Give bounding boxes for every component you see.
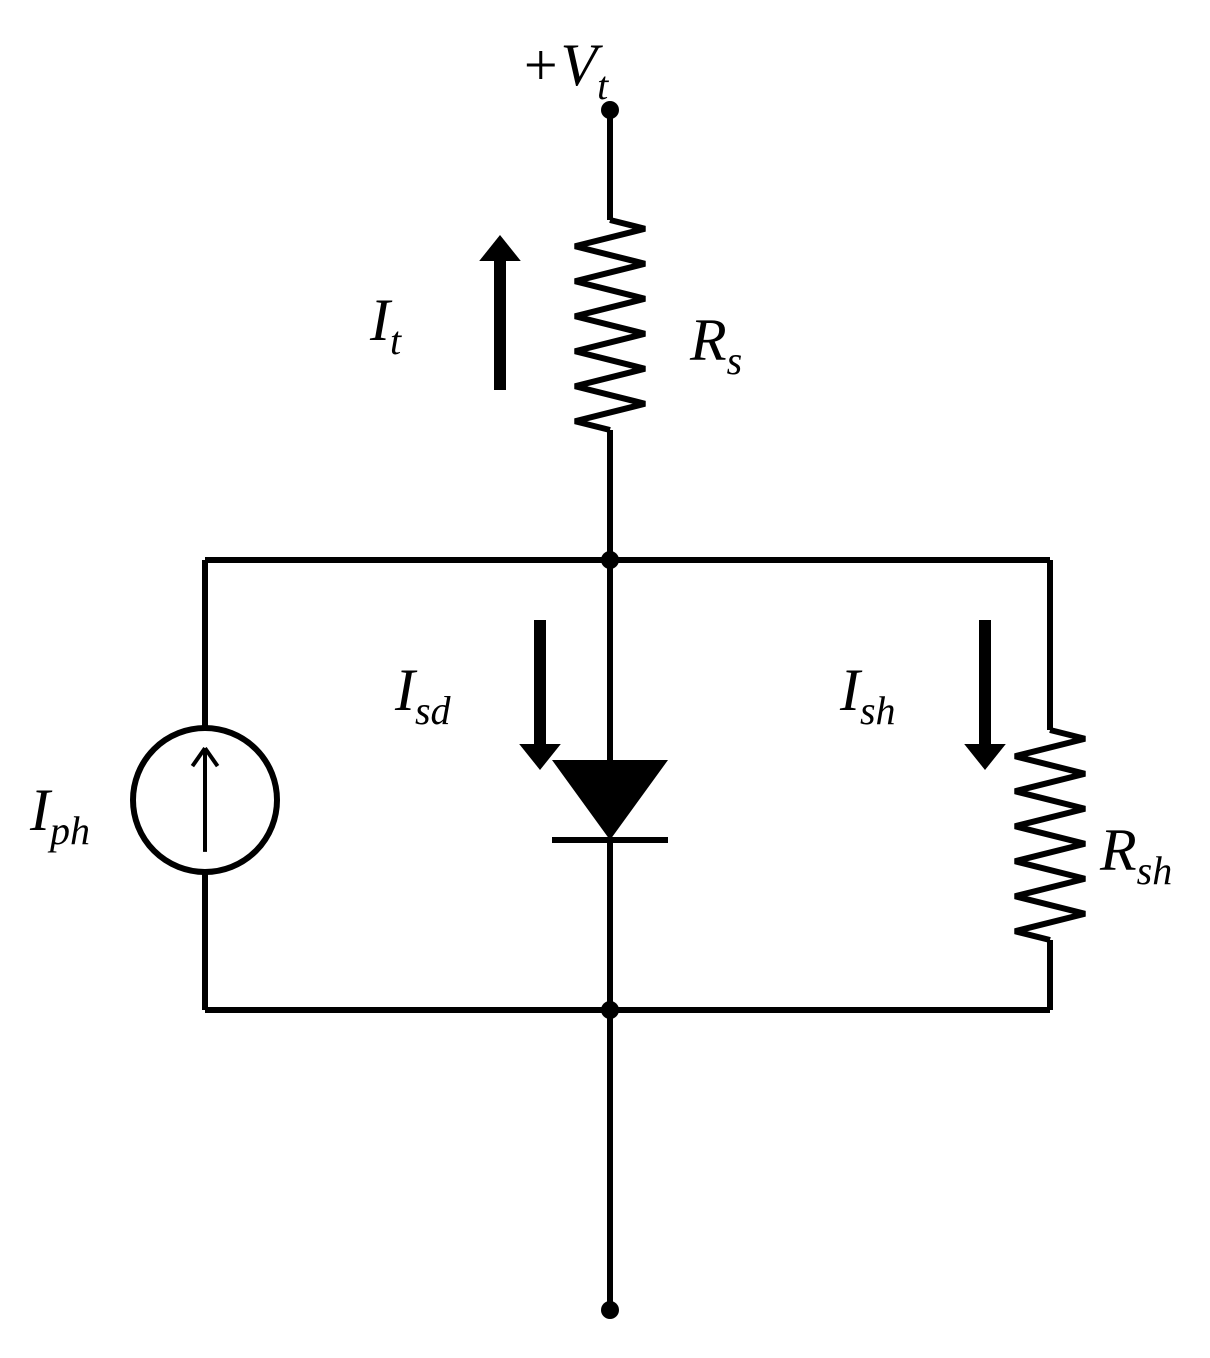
arrow-ish-head [964,744,1006,770]
label-Isd-text: Isd [394,657,452,733]
node-bottom-terminal [601,1301,619,1319]
resistor-rs [575,220,645,430]
label-Ish-text: Ish [839,657,896,733]
label-Rs-text: Rs [689,307,742,383]
label-It: It [369,287,402,363]
label-Rsh-text: Rsh [1099,817,1172,893]
resistor-rsh [1015,730,1085,940]
label-Rsh: Rsh [1099,817,1172,893]
label-Iph-text: Iph [29,777,90,853]
label-Isd: Isd [394,657,452,733]
arrow-isd-head [519,744,561,770]
diode-triangle [552,760,668,840]
label-Vt: +Vt [520,32,609,108]
label-Rs: Rs [689,307,742,383]
label-Vt-text: +Vt [520,32,609,108]
label-Iph: Iph [29,777,90,853]
arrow-it-head [479,235,521,261]
label-Ish: Ish [839,657,896,733]
pv-circuit-diagram: +Vt It Rs Isd Ish Iph Rsh [0,0,1210,1358]
label-It-text: It [369,287,402,363]
